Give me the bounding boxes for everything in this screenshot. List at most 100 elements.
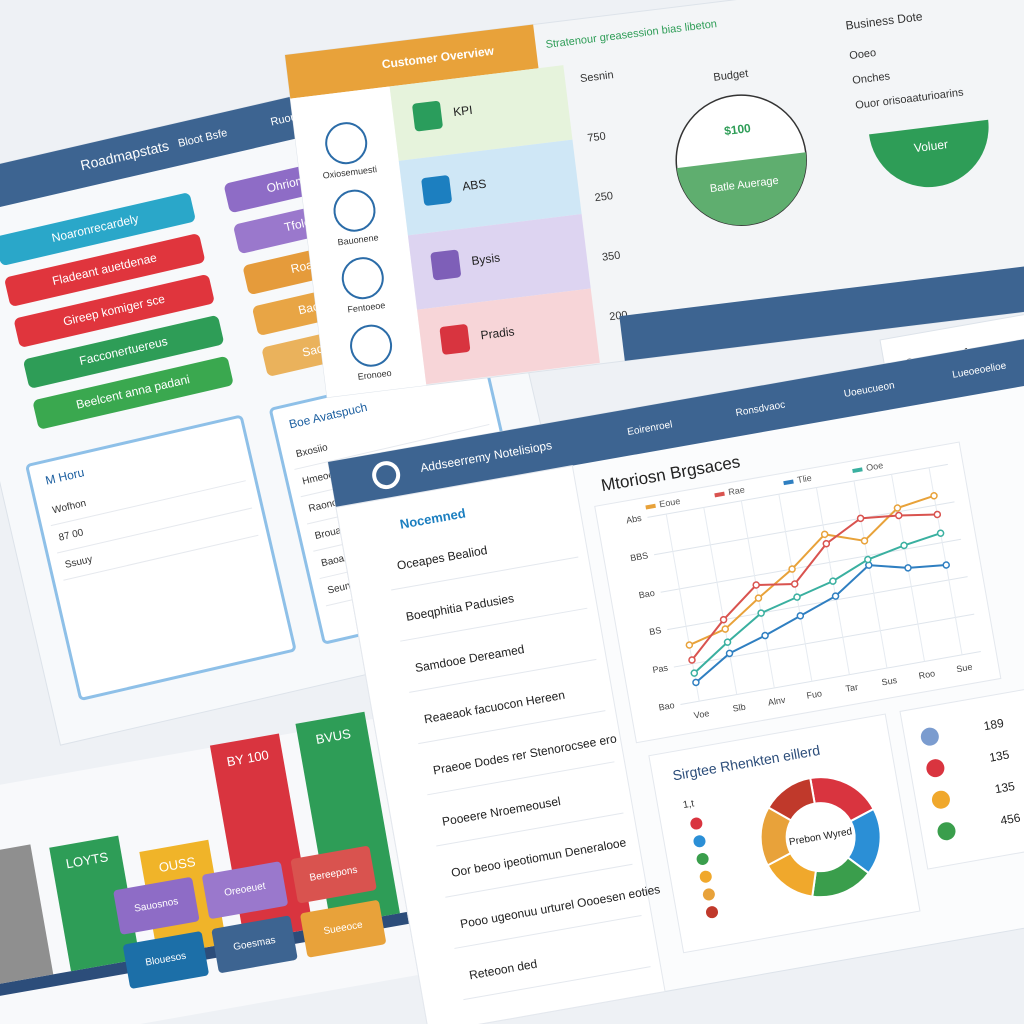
badge: [869, 119, 989, 188]
sidebar-label: Bauonene: [337, 232, 379, 247]
line-point: [893, 504, 902, 512]
line-point: [829, 577, 837, 585]
sidebar-rule: [463, 966, 651, 1001]
button: [0, 193, 195, 265]
bar: [0, 844, 54, 987]
sidebar-icon: [341, 257, 384, 300]
line-point: [820, 530, 829, 539]
line-point: [895, 511, 903, 520]
tile: [407, 214, 591, 310]
bottom-card: [202, 861, 288, 919]
line-point: [688, 656, 696, 664]
bottom-cards: SauosnosOreoeuetBereeponsBlouesosGoesmas…: [113, 846, 386, 989]
v-grid: [703, 507, 738, 695]
line-point: [796, 612, 805, 620]
legend-label: Eoue: [659, 496, 681, 510]
grid-line: [680, 651, 981, 705]
line-point: [860, 537, 869, 545]
line-series: [693, 532, 941, 674]
button: [24, 315, 224, 388]
bar-label: BVUS: [314, 726, 352, 747]
line-point: [692, 678, 700, 687]
line-point: [761, 631, 769, 640]
sidebar-rule: [454, 914, 642, 949]
list-dot: [931, 790, 950, 809]
tile-label: KPI: [452, 103, 473, 119]
legend-dot: [693, 835, 706, 848]
legend-dot: [706, 906, 719, 919]
line-point: [900, 541, 908, 550]
x-tick-label: Roo: [918, 668, 936, 681]
sidebar-rule: [418, 710, 606, 745]
gauge-fill: [676, 152, 807, 226]
sidebar-label: Fentoeoe: [347, 300, 386, 315]
tile: [389, 65, 573, 161]
right-line: Ooeo: [849, 47, 877, 62]
main-panel: Addseerremy Notelisiops Nocemned Mtorios…: [327, 325, 1024, 1024]
bar: [49, 835, 140, 972]
list-dot: [926, 759, 945, 778]
sidebar-icon: [325, 122, 368, 165]
sidebar-rule: [445, 863, 633, 898]
list-value: 189: [983, 716, 1005, 733]
bar-label: OUSS: [158, 854, 197, 875]
panel-header: [285, 24, 539, 99]
legend-dot: [696, 852, 709, 865]
legend-swatch: [783, 479, 794, 486]
y-tick-label: BBS: [629, 550, 648, 563]
sidebar-rule: [400, 607, 588, 642]
sidebar-rule: [409, 658, 597, 693]
legend-swatch: [714, 491, 725, 498]
line-point: [685, 641, 694, 649]
line-series: [688, 494, 935, 646]
line-point: [723, 638, 732, 646]
row-line: [294, 423, 490, 470]
line-point: [690, 669, 699, 677]
v-grid: [853, 480, 888, 669]
tile-label: ABS: [461, 177, 487, 194]
button: [14, 275, 214, 347]
logo: [372, 461, 401, 490]
legend-swatch: [645, 503, 656, 510]
line-point: [933, 510, 942, 519]
sidebar-rule: [391, 556, 579, 591]
line-series: [691, 513, 938, 661]
tile-icon: [421, 175, 452, 206]
y-tick-label: Pas: [652, 662, 670, 675]
line-series: [695, 564, 947, 684]
grid-line: [660, 538, 962, 593]
grid-line: [647, 463, 948, 518]
y-tick-label: Bao: [658, 700, 676, 713]
bar-label: BY 100: [226, 747, 270, 769]
sidebar: [290, 86, 427, 398]
list-value: 456: [999, 810, 1021, 827]
badge-label: Voluer: [913, 137, 948, 155]
x-tick-label: Sus: [881, 675, 899, 688]
gauge-top: Budget: [713, 68, 749, 84]
axis-label: 250: [594, 190, 614, 204]
line-point: [904, 564, 912, 572]
x-tick-label: Alnv: [767, 695, 786, 708]
sidebar-icon: [350, 324, 393, 367]
line-point: [788, 565, 796, 573]
x-tick-label: Fuo: [806, 688, 823, 701]
row-line: [50, 480, 246, 527]
bar-label: LOYTS: [65, 849, 110, 871]
axis-label: Sesnin: [579, 69, 614, 85]
grid-line: [653, 501, 955, 556]
sidebar-label: Eronoeo: [357, 368, 392, 382]
line-point: [721, 625, 729, 633]
tile-icon: [430, 249, 461, 281]
list-value: 135: [994, 779, 1016, 796]
panel-header: [328, 326, 1024, 508]
tile-label: Bysis: [471, 251, 501, 268]
top-panel: Customer Overview Stratenour greasession…: [284, 0, 1024, 398]
sidebar: [335, 465, 666, 1024]
sidebar-rule: [436, 812, 624, 847]
x-tick-label: Tar: [845, 682, 859, 694]
legend-dot: [690, 817, 703, 830]
gauge-value: $100: [723, 121, 752, 138]
nav-strip: [619, 257, 1024, 361]
axis-label: 750: [587, 130, 607, 144]
